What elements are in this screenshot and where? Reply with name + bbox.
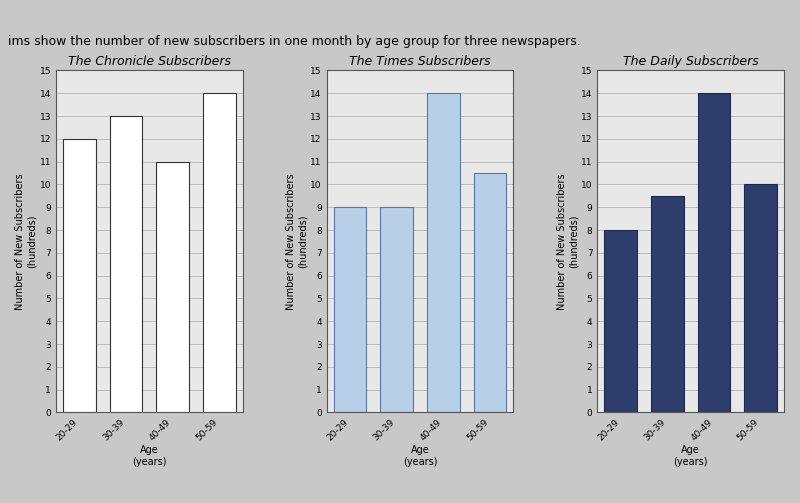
Y-axis label: Number of New Subscribers
(hundreds): Number of New Subscribers (hundreds) bbox=[286, 173, 307, 310]
Bar bbox=[203, 93, 236, 412]
Bar bbox=[744, 185, 777, 412]
Bar bbox=[334, 207, 366, 412]
Title: The Chronicle Subscribers: The Chronicle Subscribers bbox=[68, 55, 231, 68]
Title: The Times Subscribers: The Times Subscribers bbox=[349, 55, 491, 68]
Bar bbox=[604, 230, 637, 412]
X-axis label: Age
(years): Age (years) bbox=[402, 445, 438, 467]
X-axis label: Age
(years): Age (years) bbox=[132, 445, 166, 467]
X-axis label: Age
(years): Age (years) bbox=[674, 445, 708, 467]
Bar bbox=[63, 139, 96, 412]
Y-axis label: Number of New Subscribers
(hundreds): Number of New Subscribers (hundreds) bbox=[15, 173, 37, 310]
Title: The Daily Subscribers: The Daily Subscribers bbox=[622, 55, 758, 68]
Bar bbox=[380, 207, 413, 412]
Text: ims show the number of new subscribers in one month by age group for three newsp: ims show the number of new subscribers i… bbox=[8, 35, 581, 48]
Bar bbox=[156, 161, 189, 412]
Y-axis label: Number of New Subscribers
(hundreds): Number of New Subscribers (hundreds) bbox=[557, 173, 578, 310]
Bar bbox=[427, 93, 460, 412]
Bar bbox=[110, 116, 142, 412]
Bar bbox=[698, 93, 730, 412]
Bar bbox=[474, 173, 506, 412]
Bar bbox=[651, 196, 684, 412]
